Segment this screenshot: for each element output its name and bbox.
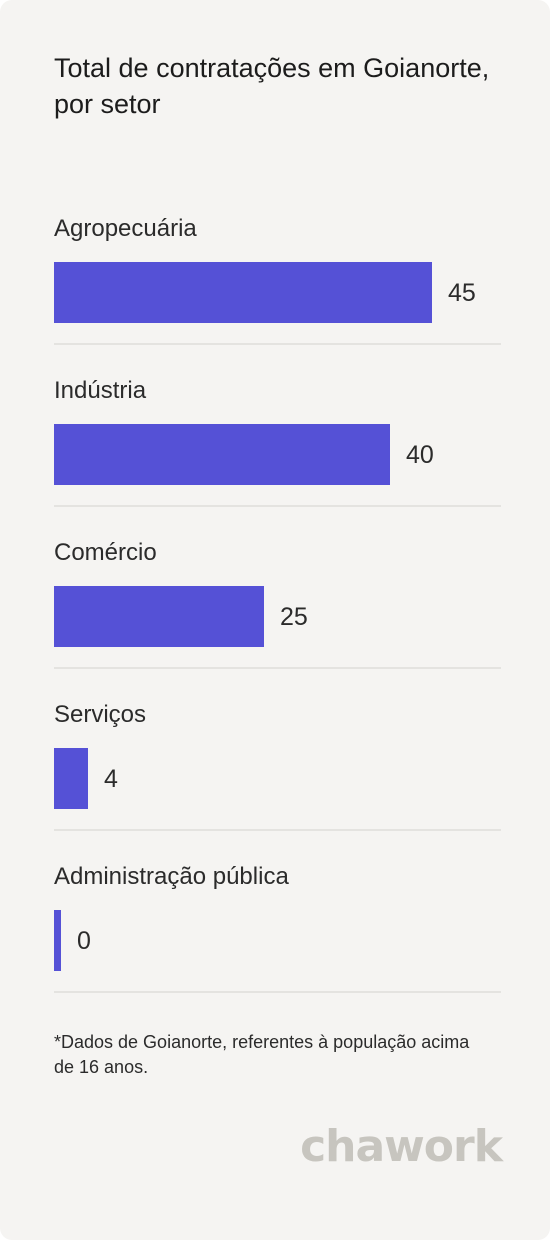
value-label: 45 <box>448 279 476 307</box>
chart-title: Total de contratações em Goianorte, por … <box>54 53 490 119</box>
value-label: 0 <box>77 927 91 955</box>
row-divider <box>54 667 501 669</box>
bar-row: Comércio 25 <box>54 524 501 686</box>
bar <box>54 910 61 971</box>
row-divider <box>54 829 501 831</box>
category-label: Agropecuária <box>54 215 197 242</box>
value-label: 25 <box>280 603 308 631</box>
brand-logo: chawork <box>300 1121 503 1172</box>
bar <box>54 586 264 647</box>
footnote: *Dados de Goianorte, referentes à popula… <box>54 1032 470 1077</box>
category-label: Comércio <box>54 539 157 566</box>
row-divider <box>54 343 501 345</box>
bar <box>54 424 390 485</box>
category-label: Serviços <box>54 701 147 728</box>
bar-chart: Agropecuária 45 Indústria 40 Comércio 25 Servi… <box>54 200 501 1000</box>
bar-row: Serviços 4 <box>54 686 501 848</box>
bar-row: Agropecuária 45 <box>54 200 501 362</box>
bar-row: Administração pública 0 <box>54 848 501 1010</box>
category-label: Administração pública <box>54 863 289 890</box>
bar-row: Indústria 40 <box>54 362 501 524</box>
bar <box>54 262 432 323</box>
category-label: Indústria <box>54 377 147 404</box>
value-label: 4 <box>104 765 118 793</box>
bar <box>54 748 88 809</box>
row-divider <box>54 505 501 507</box>
row-divider <box>54 991 501 993</box>
value-label: 40 <box>406 441 434 469</box>
